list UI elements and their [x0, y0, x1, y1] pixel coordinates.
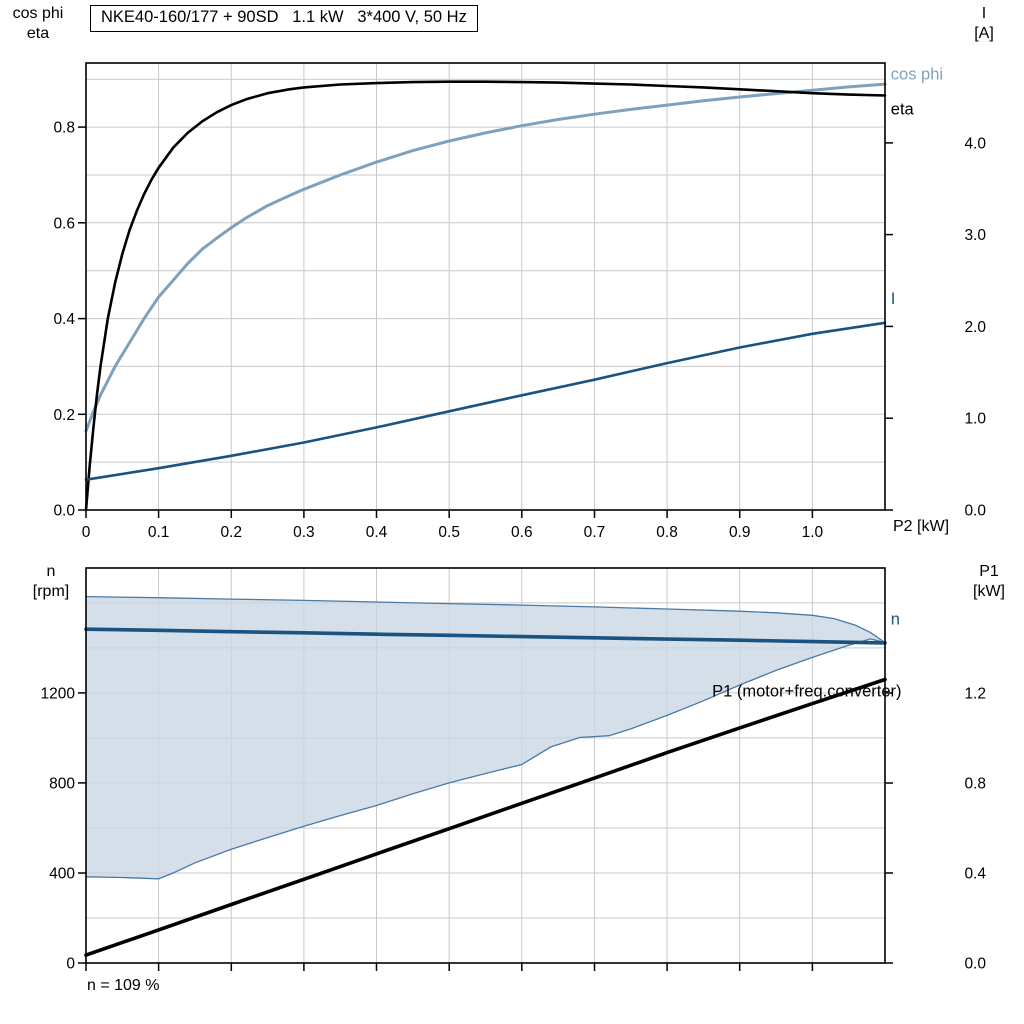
x-tick-label: 0.5: [438, 524, 460, 541]
y-right-tick-label: 1.0: [964, 411, 986, 428]
n-curve: [84, 627, 887, 645]
x-tick-label: 0.4: [366, 524, 388, 541]
x-tick-label: 1.0: [802, 524, 824, 541]
top-right-axis-title: I [A]: [974, 5, 994, 42]
x-tick-label: 0.9: [729, 524, 751, 541]
y-left-tick-label: 0.2: [53, 407, 75, 424]
curve-label-p1-motor-freq-converter: P1 (motor+freq.converter): [712, 682, 901, 700]
x-tick-label: 0.7: [584, 524, 606, 541]
cos-phi-curve: [84, 82, 887, 433]
speed-control-range-band: [86, 596, 885, 879]
y-right-tick-label: 0.8: [964, 776, 986, 793]
speed-control-range-lower-edge: [85, 638, 886, 880]
eta-curve: [84, 80, 887, 512]
y-right-tick-label: 0.0: [964, 956, 986, 973]
x-tick-label: 0.6: [511, 524, 533, 541]
chart-title-box: NKE40-160/177 + 90SD 1.1 kW 3*400 V, 50 …: [90, 5, 478, 32]
y-right-tick-label: 3.0: [964, 227, 986, 244]
x-tick-label: 0: [82, 524, 91, 541]
y-left-tick-label: 1200: [41, 685, 76, 702]
y-left-tick-label: 0.4: [53, 311, 75, 328]
x-tick-label: 0.1: [148, 524, 170, 541]
i-curve: [84, 321, 887, 481]
y-left-tick-label: 0: [66, 956, 75, 973]
curve-label-cos-phi: cos phi: [891, 65, 943, 83]
y-left-tick-label: 0.8: [53, 120, 75, 137]
y-left-tick-label: 800: [49, 775, 75, 792]
x-tick-label: 0.3: [293, 524, 315, 541]
y-right-tick-label: 0.4: [964, 866, 986, 883]
x-tick-label: 0.8: [656, 524, 678, 541]
curve-label-n: n: [891, 610, 900, 628]
bottom-left-axis-title: n [rpm]: [32, 563, 70, 600]
curve-label-eta: eta: [891, 101, 915, 119]
y-right-tick-label: 1.2: [964, 686, 986, 703]
p1-motor-freq-converter-curve: [84, 677, 887, 957]
curve-label-i: I: [891, 290, 896, 308]
speed-percentage-footnote: n = 109 %: [87, 977, 160, 994]
y-left-tick-label: 0.0: [53, 503, 75, 520]
y-left-tick-label: 0.6: [53, 215, 75, 232]
bottom-right-axis-title: P1 [kW]: [973, 563, 1005, 600]
plot-border: [85, 567, 886, 964]
y-right-tick-label: 0.0: [964, 503, 986, 520]
top-chart-cosphi-eta-current: 0 0.1 0.2 0.3 0.4 0.5 0.6 0.7 0.8 0.9 1.0 0.0 0.2 0.4…: [53, 62, 986, 541]
y-left-tick-label: 400: [49, 865, 75, 882]
bottom-chart-speed-power: 0 400 800 1200 0.0 0.4 0.8 1.2 n P1 (motor+freq.c…: [41, 567, 986, 973]
speed-control-range-upper-edge: [85, 595, 886, 644]
x-axis-label: P2 [kW]: [893, 518, 950, 535]
y-right-tick-label: 2.0: [964, 319, 986, 336]
y-right-tick-label: 4.0: [964, 135, 986, 152]
top-left-axis-title: cos phi eta: [12, 5, 64, 42]
x-tick-label: 0.2: [220, 524, 242, 541]
plot-border: [85, 62, 886, 511]
